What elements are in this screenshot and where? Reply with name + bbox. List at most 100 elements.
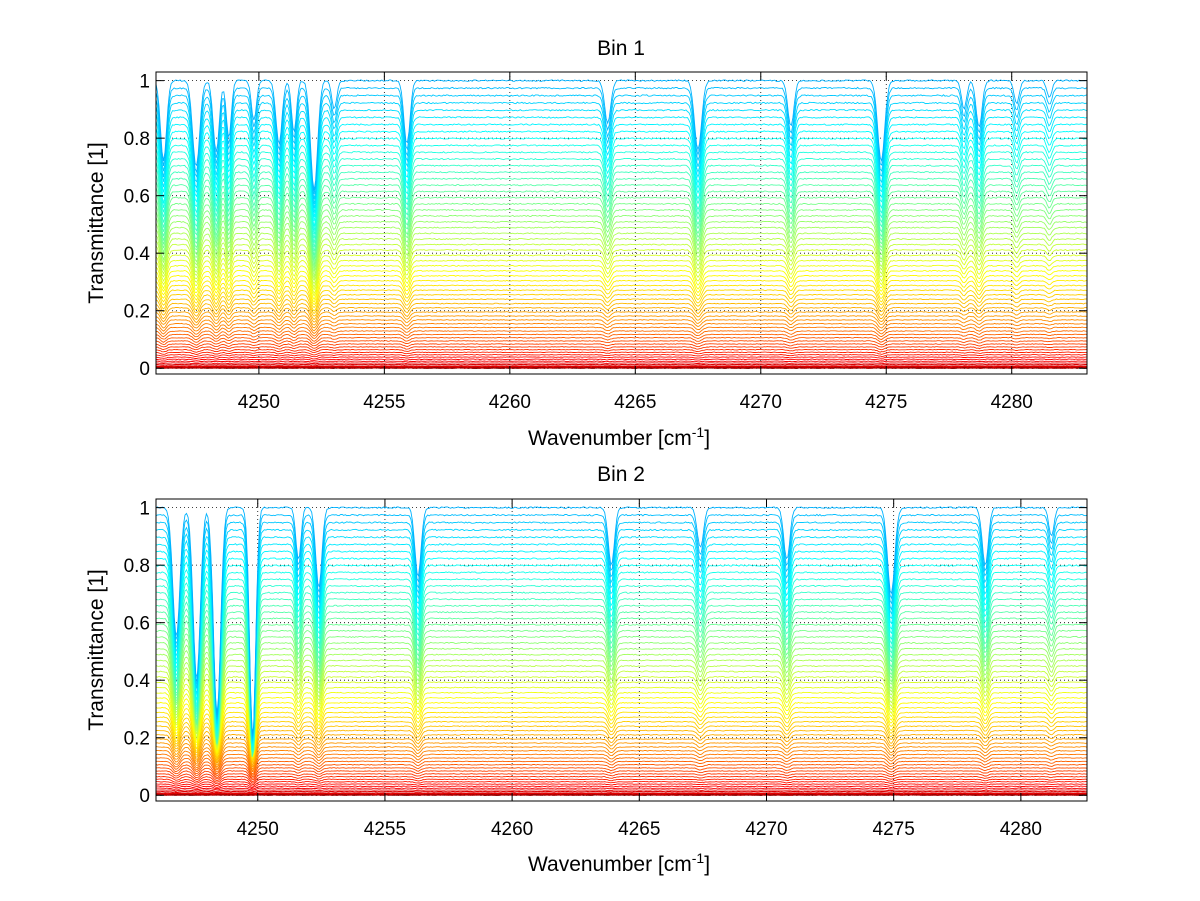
tick-marks (156, 499, 1087, 801)
series-line (156, 274, 1087, 303)
series-line (156, 337, 1087, 344)
series-line (156, 289, 1087, 312)
series-line (156, 792, 1087, 795)
series-line (156, 635, 1087, 755)
series-line (156, 543, 1087, 743)
series-line (156, 302, 1087, 321)
series-line (156, 757, 1087, 775)
series-line (156, 307, 1087, 323)
series-line (156, 629, 1087, 755)
series-line (156, 220, 1087, 274)
series-line (156, 356, 1087, 360)
subplot-bin-1: 4250 4255 4260 4265 4270 4275 4280 0 0.2 0.4 0.6 0.… (85, 37, 1088, 450)
series-line (156, 521, 1087, 739)
series-line (156, 783, 1087, 789)
series-line (156, 528, 1087, 740)
series-line (156, 264, 1087, 298)
series-line (156, 557, 1087, 746)
series-line (156, 354, 1087, 358)
tick-labels: 4250 4255 4260 4265 4270 4275 4280 0 0.2 0.4 0.6 0.… (124, 499, 1042, 840)
y-tick-label: 0.8 (124, 129, 150, 150)
series-line (156, 610, 1087, 757)
series-line (156, 340, 1087, 347)
series-line (156, 351, 1087, 356)
series-line (156, 773, 1087, 782)
series-line (156, 196, 1087, 262)
series-line (156, 760, 1087, 776)
axes-box (155, 71, 1088, 375)
series-line (156, 738, 1087, 768)
series-line (156, 578, 1087, 750)
series-line (156, 775, 1087, 784)
series-line (156, 787, 1087, 791)
series-line (156, 729, 1087, 764)
chart-title: Bin 1 (597, 37, 645, 60)
series-line (156, 232, 1087, 280)
series-line (156, 753, 1087, 773)
y-tick-label: 0.4 (124, 671, 151, 692)
x-tick-label: 4265 (614, 392, 656, 413)
series-line (156, 641, 1087, 754)
series-line (156, 362, 1087, 365)
series-line (156, 767, 1087, 779)
x-axis-label: Wavenumber [cm-1] (528, 850, 710, 876)
y-tick-label: 0.8 (124, 556, 150, 577)
series-lines (156, 506, 1087, 796)
series-line (156, 513, 1087, 737)
x-tick-label: 4265 (618, 819, 660, 840)
series-line (156, 564, 1087, 747)
x-tick-label: 4270 (745, 819, 787, 840)
x-axis-label-end: ] (704, 427, 710, 450)
series-line (156, 259, 1087, 295)
y-tick-label: 0 (139, 786, 150, 807)
series-line (156, 734, 1087, 766)
x-tick-label: 4280 (991, 392, 1033, 413)
series-line (156, 701, 1087, 759)
series-line (156, 604, 1087, 756)
series-line (156, 584, 1087, 752)
series-line (156, 326, 1087, 337)
series-line (156, 315, 1087, 329)
series-line (156, 322, 1087, 334)
x-axis-label-main: Wavenumber [cm (528, 853, 692, 876)
x-axis-label-superscript: -1 (692, 424, 705, 440)
series-line (156, 778, 1087, 785)
x-tick-label: 4260 (491, 819, 533, 840)
series-line (156, 226, 1087, 277)
x-tick-label: 4255 (364, 819, 406, 840)
series-line (156, 348, 1087, 354)
series-line (156, 298, 1087, 317)
series-line (156, 725, 1087, 763)
series-line (156, 571, 1087, 749)
series-line (156, 237, 1087, 282)
series-line (156, 330, 1087, 340)
series-line (156, 781, 1087, 787)
y-axis-label: Transmittance [1] (85, 142, 108, 303)
y-tick-label: 0.6 (124, 187, 150, 208)
series-line (156, 664, 1087, 755)
series-line (156, 686, 1087, 757)
y-tick-label: 0.4 (124, 244, 151, 265)
series-line (156, 591, 1087, 753)
axes-box (155, 498, 1088, 802)
series-line (156, 742, 1087, 768)
series-line (156, 284, 1087, 309)
series-line (156, 790, 1087, 793)
series-line (156, 716, 1087, 761)
series-line (156, 696, 1087, 758)
x-tick-label: 4275 (865, 392, 907, 413)
subplot-bin-2: 4250 4255 4260 4265 4270 4275 4280 0 0.2 0.4 0.6 0.… (85, 463, 1088, 876)
y-tick-label: 1 (139, 72, 150, 93)
x-tick-label: 4255 (363, 392, 405, 413)
series-line (156, 254, 1087, 291)
x-axis-label-main: Wavenumber [cm (528, 427, 692, 450)
x-axis-label: Wavenumber [cm-1] (528, 424, 710, 450)
series-line (156, 647, 1087, 755)
tick-labels: 4250 4255 4260 4265 4270 4275 4280 0 0.2 0.4 0.6 0.… (124, 72, 1033, 413)
series-line (156, 363, 1087, 366)
series-line (156, 691, 1087, 757)
y-tick-label: 0 (139, 359, 150, 380)
series-line (156, 789, 1087, 792)
series-line (156, 720, 1087, 762)
